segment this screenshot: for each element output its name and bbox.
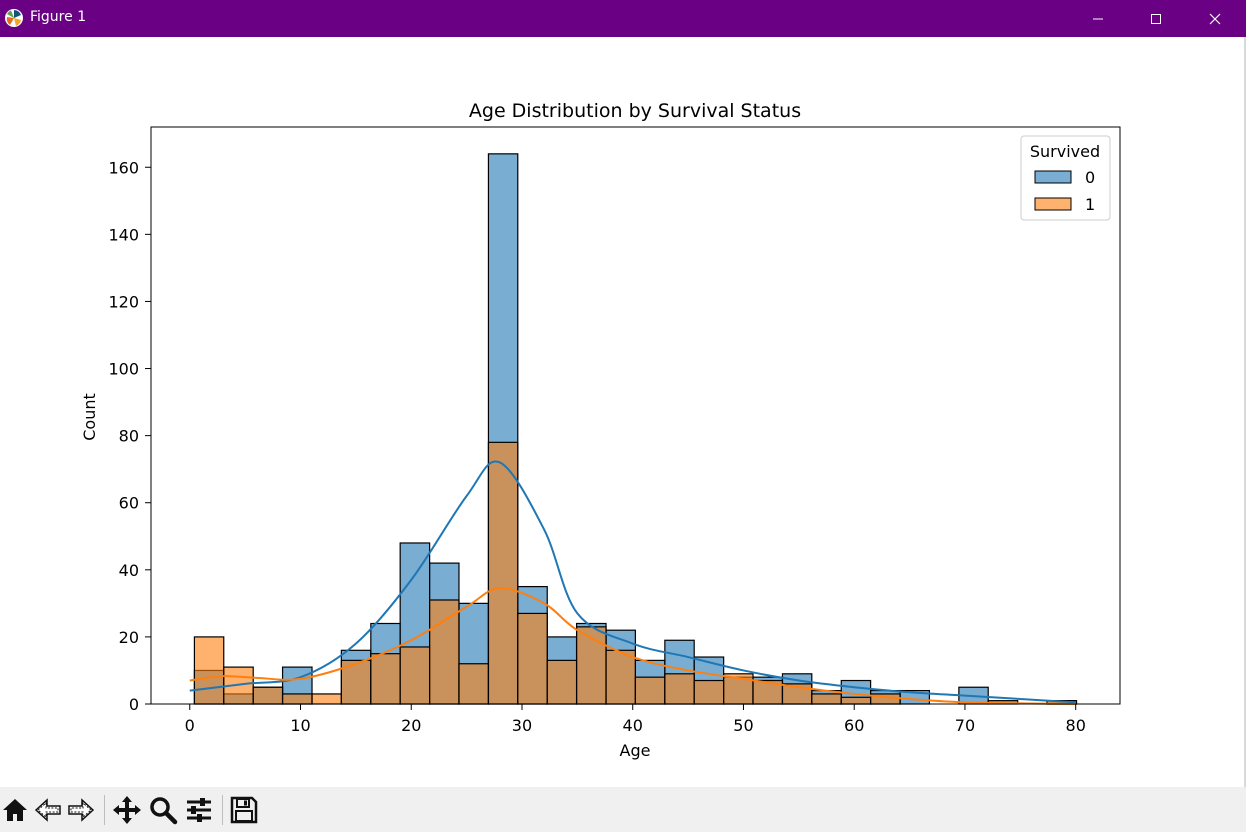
y-tick-label: 140 [108, 225, 139, 244]
minimize-icon [1093, 18, 1103, 19]
maximize-button[interactable] [1127, 0, 1185, 37]
legend: Survived 0 1 [1020, 135, 1111, 221]
series-1-bar [458, 663, 490, 705]
x-tick-label: 60 [844, 716, 864, 735]
x-axis-ticks: 0 10 20 30 40 50 60 70 80 [185, 704, 1086, 735]
toolbar-separator [104, 795, 105, 825]
y-axis-label: Count [80, 393, 99, 441]
pan-icon [113, 796, 141, 824]
series-1-bar [429, 599, 460, 705]
forward-button[interactable] [66, 795, 96, 825]
y-tick-label: 20 [119, 628, 139, 647]
legend-title: Survived [1030, 142, 1100, 161]
series-1-bar [546, 659, 578, 705]
series-1-bar [399, 646, 431, 705]
series-0-kde-line [189, 460, 1076, 704]
series-1-bar [370, 653, 401, 705]
series-1-kde-line [189, 587, 1076, 705]
configure-subplots-button[interactable] [184, 795, 214, 825]
save-icon [230, 796, 258, 824]
plot-frame [150, 126, 1121, 705]
x-tick-label: 0 [185, 716, 195, 735]
forward-icon [68, 798, 95, 822]
x-axis-label: Age [620, 741, 651, 760]
zoom-icon [150, 797, 178, 825]
window-titlebar: Figure 1 [0, 0, 1246, 37]
histogram-chart: 0 10 20 30 40 50 60 70 80 020406080100120140160 … [80, 100, 1121, 760]
x-tick-label: 80 [1066, 716, 1086, 735]
series-1-bar [311, 693, 342, 705]
x-tick-label: 10 [290, 716, 310, 735]
series-1-bars [193, 441, 1078, 705]
series-1-bar [252, 686, 284, 705]
back-icon [34, 798, 61, 822]
x-tick-label: 40 [623, 716, 643, 735]
series-1-bar [487, 441, 519, 705]
y-tick-label: 40 [119, 561, 139, 580]
series-1-bar [693, 679, 725, 705]
legend-swatch-0 [1034, 170, 1072, 184]
series-1-bar [575, 626, 607, 705]
series-1-bar [193, 636, 225, 705]
x-tick-label: 20 [401, 716, 421, 735]
y-tick-label: 60 [119, 494, 139, 513]
y-tick-label: 0 [129, 695, 139, 714]
matplotlib-logo-icon [5, 9, 23, 27]
x-tick-label: 30 [512, 716, 532, 735]
series-1-bar [840, 696, 872, 705]
minimize-button[interactable] [1069, 0, 1127, 37]
save-button[interactable] [229, 795, 259, 825]
legend-label-1: 1 [1085, 195, 1095, 214]
series-1-bar [281, 693, 313, 705]
configure-icon [187, 798, 211, 822]
y-axis-ticks: 0 20 40 60 80 100 120 140 160 [108, 158, 151, 714]
series-1-bar [605, 649, 636, 705]
home-icon [3, 799, 27, 821]
legend-label-0: 0 [1085, 168, 1095, 187]
series-1-bar [634, 676, 666, 705]
home-button[interactable] [0, 795, 30, 825]
y-tick-label: 120 [108, 292, 139, 311]
legend-swatch-1 [1034, 197, 1072, 211]
window-border [1244, 37, 1246, 787]
series-1-bar [517, 612, 548, 705]
y-tick-label: 160 [108, 158, 139, 177]
window-title: Figure 1 [30, 9, 87, 25]
x-tick-label: 70 [955, 716, 975, 735]
series-1-bar [811, 693, 842, 705]
zoom-button[interactable] [148, 795, 178, 825]
close-button[interactable] [1186, 0, 1244, 37]
series-0-bars [193, 153, 1078, 705]
toolbar-separator [222, 795, 223, 825]
navigation-toolbar [0, 787, 1246, 832]
pan-button[interactable] [112, 795, 142, 825]
back-button[interactable] [33, 795, 63, 825]
y-tick-label: 100 [108, 360, 139, 379]
close-icon [1209, 13, 1221, 24]
chart-title: Age Distribution by Survival Status [469, 100, 801, 122]
series-1-bar [664, 673, 695, 705]
maximize-icon [1151, 13, 1161, 24]
y-tick-label: 80 [119, 427, 139, 446]
x-tick-label: 50 [733, 716, 753, 735]
